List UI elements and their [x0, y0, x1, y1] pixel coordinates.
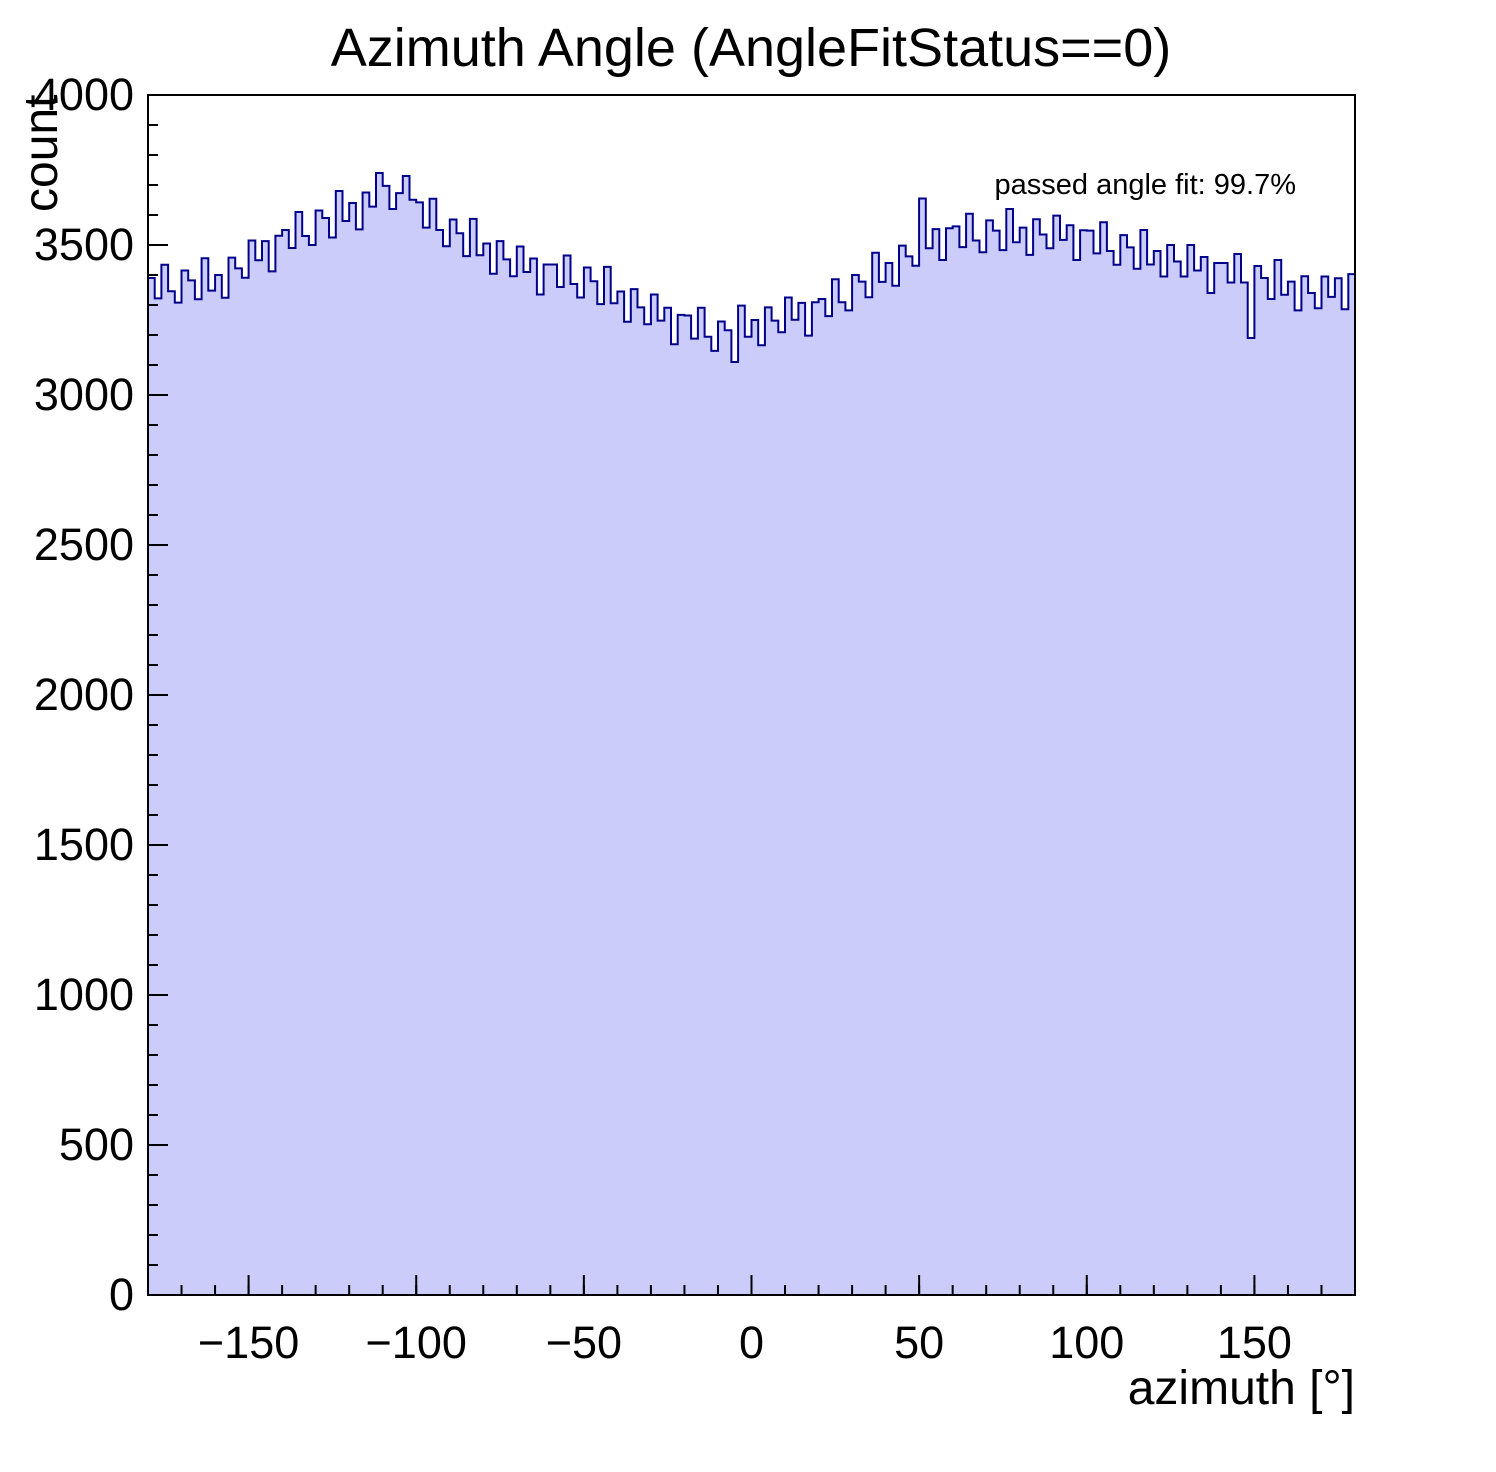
x-axis-title: azimuth [°]	[1128, 1362, 1355, 1415]
y-tick-label: 1000	[34, 969, 134, 1020]
y-tick-label: 4000	[34, 69, 134, 120]
y-tick-label: 2500	[34, 519, 134, 570]
x-tick-label: 150	[1217, 1317, 1292, 1368]
x-tick-label: 100	[1049, 1317, 1124, 1368]
chart-title: Azimuth Angle (AngleFitStatus==0)	[331, 18, 1171, 78]
y-tick-label: 1500	[34, 819, 134, 870]
x-tick-label: 0	[739, 1317, 764, 1368]
y-tick-label: 500	[59, 1119, 134, 1170]
x-tick-label: −50	[546, 1317, 622, 1368]
annotation-passed-angle-fit: passed angle fit: 99.7%	[995, 169, 1296, 201]
y-tick-label: 2000	[34, 669, 134, 720]
histogram-area	[147, 172, 1356, 1296]
axis-ticks: −150 −100 −50 0 50 100 15005001000150020002500…	[34, 69, 1356, 1368]
y-tick-label: 0	[109, 1269, 134, 1320]
x-tick-label: −150	[198, 1317, 299, 1368]
x-tick-label: −100	[366, 1317, 467, 1368]
y-tick-label: 3500	[34, 219, 134, 270]
y-tick-label: 3000	[34, 369, 134, 420]
y-axis-title: count	[15, 95, 68, 212]
x-tick-label: 50	[894, 1317, 944, 1368]
